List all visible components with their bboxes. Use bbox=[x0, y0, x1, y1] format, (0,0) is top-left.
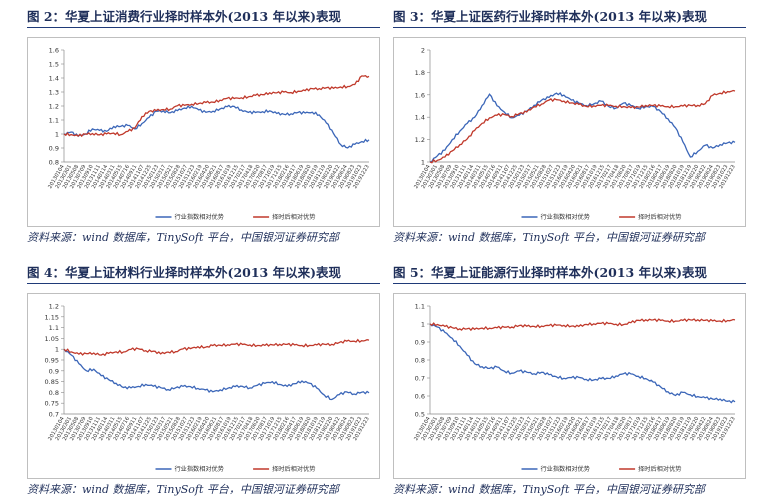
legend-label: 行业指数相对优势 bbox=[175, 213, 225, 221]
chart-energy: 0.50.60.70.80.911.1201301042013030120130… bbox=[413, 303, 736, 474]
figure-panel-materials: 图 4：华夏上证材料行业择时样本外(2013 年以来)表现 0.7 0.75 0.8… bbox=[27, 262, 380, 498]
y-tick-label: 1.15 bbox=[45, 313, 59, 321]
y-tick-label: 1.1 bbox=[415, 303, 425, 311]
series-line-timing bbox=[429, 318, 736, 332]
y-tick-label: 0.8 bbox=[415, 357, 425, 365]
y-tick-label: 1.2 bbox=[49, 303, 59, 311]
title-rule bbox=[27, 27, 380, 28]
y-tick-label: 1.4 bbox=[415, 114, 425, 122]
y-tick-label: 1.6 bbox=[415, 91, 425, 99]
y-tick-label: 0.8 bbox=[49, 389, 59, 397]
source-note: 资料来源：wind 数据库，TinySoft 平台，中国银河证券研究部 bbox=[393, 231, 705, 244]
chart-frame: 0.5 0.6 0.7 0.8 0.9 1 1.1 20130104 20130301 20130… bbox=[393, 293, 746, 479]
y-tick-label: 1.05 bbox=[45, 335, 59, 343]
legend-label: 行业指数相对优势 bbox=[541, 213, 591, 221]
y-tick-label: 0.6 bbox=[415, 393, 425, 401]
legend-label: 择时后相对优势 bbox=[272, 465, 315, 473]
chart-frame: 1 1.2 1.4 1.6 1.8 2 20130104 20130301 20130508 20… bbox=[393, 37, 746, 227]
source-note: 资料来源：wind 数据库，TinySoft 平台，中国银河证券研究部 bbox=[27, 231, 339, 244]
legend-label: 择时后相对优势 bbox=[638, 213, 681, 221]
title-rule bbox=[27, 283, 380, 284]
y-tick-label: 1.4 bbox=[49, 75, 59, 83]
y-tick-label: 1.1 bbox=[49, 117, 59, 125]
figure-title: 图 5：华夏上证能源行业择时样本外(2013 年以来)表现 bbox=[393, 265, 708, 280]
y-tick-label: 1.8 bbox=[415, 69, 425, 77]
series-line-timing bbox=[63, 338, 370, 357]
y-tick-label: 1.6 bbox=[49, 47, 59, 55]
legend-label: 择时后相对优势 bbox=[638, 465, 681, 473]
chart-consumer: 0.80.911.11.21.31.41.51.6201301042013030… bbox=[47, 47, 370, 222]
series-line-industry bbox=[63, 348, 370, 401]
y-tick-label: 0.7 bbox=[49, 411, 59, 419]
legend-label: 行业指数相对优势 bbox=[175, 465, 225, 473]
y-tick-label: 0.7 bbox=[415, 375, 425, 383]
y-tick-label: 1.2 bbox=[415, 136, 425, 144]
chart-frame: 0.8 0.9 1 1.1 1.2 1.3 1.4 1.5 1.6 20130104 2013030… bbox=[27, 37, 380, 227]
y-tick-label: 2 bbox=[421, 47, 425, 55]
series-line-industry bbox=[63, 104, 370, 149]
figure-title: 图 4：华夏上证材料行业择时样本外(2013 年以来)表现 bbox=[27, 265, 342, 280]
source-note: 资料来源：wind 数据库，TinySoft 平台，中国银河证券研究部 bbox=[27, 483, 339, 496]
y-tick-label: 0.85 bbox=[45, 378, 59, 386]
legend-label: 行业指数相对优势 bbox=[541, 465, 591, 473]
series-line-timing bbox=[63, 74, 370, 138]
y-tick-label: 1 bbox=[421, 321, 425, 329]
y-tick-label: 0.9 bbox=[415, 339, 425, 347]
chart-pharma: 11.21.41.61.8220130104201303012013050820… bbox=[413, 47, 736, 222]
y-tick-label: 0.95 bbox=[45, 357, 59, 365]
y-tick-label: 1.2 bbox=[49, 103, 59, 111]
legend-label: 择时后相对优势 bbox=[272, 213, 315, 221]
figure-panel-pharma: 图 3：华夏上证医药行业择时样本外(2013 年以来)表现 1 1.2 1.4 1.6… bbox=[393, 6, 746, 246]
y-tick-label: 1.3 bbox=[49, 89, 59, 97]
figure-title: 图 2：华夏上证消费行业择时样本外(2013 年以来)表现 bbox=[27, 9, 342, 24]
y-tick-label: 0.9 bbox=[49, 145, 59, 153]
series-line-industry bbox=[429, 323, 736, 404]
title-rule bbox=[393, 283, 746, 284]
source-note: 资料来源：wind 数据库，TinySoft 平台，中国银河证券研究部 bbox=[393, 483, 705, 496]
y-tick-label: 1 bbox=[421, 159, 425, 167]
y-tick-label: 0.5 bbox=[415, 411, 425, 419]
y-tick-label: 1 bbox=[55, 131, 59, 139]
figure-panel-energy: 图 5：华夏上证能源行业择时样本外(2013 年以来)表现 0.5 0.6 0.7 0… bbox=[393, 262, 746, 498]
y-tick-label: 1 bbox=[55, 346, 59, 354]
chart-frame: 0.7 0.75 0.8 0.85 0.9 0.95 1 1.05 1.1 1.15 1.2 2013… bbox=[27, 293, 380, 479]
y-tick-label: 1.1 bbox=[49, 324, 59, 332]
series-line-timing bbox=[429, 89, 736, 164]
figure-title: 图 3：华夏上证医药行业择时样本外(2013 年以来)表现 bbox=[393, 9, 708, 24]
y-tick-label: 0.9 bbox=[49, 367, 59, 375]
title-rule bbox=[393, 27, 746, 28]
figure-panel-consumer: 图 2：华夏上证消费行业择时样本外(2013 年以来)表现 0.8 0.9 1 1.1… bbox=[27, 6, 380, 246]
series-line-industry bbox=[429, 92, 736, 163]
y-tick-label: 1.5 bbox=[49, 61, 59, 69]
y-tick-label: 0.8 bbox=[49, 159, 59, 167]
y-tick-label: 0.75 bbox=[45, 400, 59, 408]
chart-materials: 0.70.750.80.850.90.9511.051.11.151.22013… bbox=[45, 303, 371, 474]
